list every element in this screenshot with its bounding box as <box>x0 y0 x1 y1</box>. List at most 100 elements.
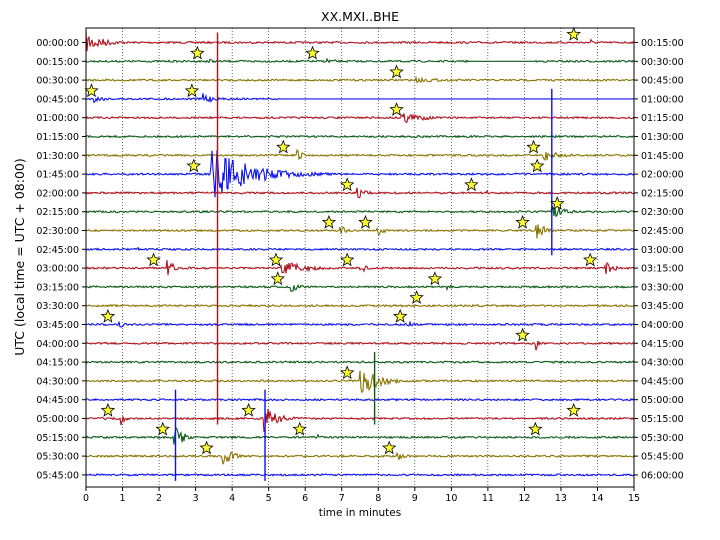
right-time-label: 02:00:00 <box>641 170 684 181</box>
plot-frame <box>85 27 635 488</box>
right-time-label: 03:00:00 <box>641 245 684 256</box>
event-star-marker <box>305 45 320 60</box>
trace-row <box>85 113 635 123</box>
trace-row <box>85 260 635 276</box>
right-time-label: 04:15:00 <box>641 339 684 350</box>
trace-row <box>85 31 635 52</box>
left-time-label: 03:15:00 <box>36 282 79 293</box>
event-star-marker <box>381 440 397 455</box>
trace-row <box>85 451 635 465</box>
right-time-label: 04:00:00 <box>641 320 684 331</box>
event-star-marker <box>84 83 99 98</box>
event-star-marker <box>528 421 543 436</box>
event-star-marker <box>292 421 307 436</box>
right-time-label: 01:00:00 <box>641 94 684 105</box>
trace-row <box>85 57 635 64</box>
trace-row <box>85 187 635 199</box>
event-star-marker <box>146 252 161 267</box>
trace-row <box>85 303 634 308</box>
left-time-label: 00:00:00 <box>36 38 79 49</box>
x-axis-label: time in minutes <box>319 507 401 519</box>
x-tick-label: 5 <box>266 493 272 504</box>
x-tick-label: 6 <box>302 493 308 504</box>
x-tick-label: 7 <box>339 493 345 504</box>
right-time-label: 05:00:00 <box>641 395 684 406</box>
event-star-marker <box>100 308 116 323</box>
event-star-marker <box>241 402 256 417</box>
event-star-marker <box>427 271 443 286</box>
event-star-marker <box>358 214 373 229</box>
x-tick-label: 1 <box>120 493 126 504</box>
event-star-marker <box>566 402 581 417</box>
right-time-label: 04:30:00 <box>641 358 684 369</box>
left-time-label: 03:30:00 <box>36 301 79 312</box>
x-tick-label: 10 <box>445 493 457 504</box>
x-tick-label: 9 <box>412 493 418 504</box>
x-axis-ticks: 0 1 2 3 4 5 6 7 8 9 10 11 12 13 14 15 <box>83 487 640 504</box>
right-time-label: 00:45:00 <box>641 76 684 87</box>
left-time-labels: 00:00:00 00:15:00 00:30:00 00:45:00 01:00:00… <box>36 38 86 481</box>
left-time-label: 04:30:00 <box>36 376 79 387</box>
left-time-label: 00:15:00 <box>36 57 79 68</box>
right-time-label: 03:30:00 <box>641 282 684 293</box>
left-time-label: 05:00:00 <box>36 414 79 425</box>
trace-row <box>85 75 635 84</box>
left-time-label: 04:00:00 <box>36 339 79 350</box>
trace-row <box>85 473 635 477</box>
event-star-marker <box>392 308 408 323</box>
right-time-label: 03:45:00 <box>641 301 684 312</box>
event-star-marker <box>566 26 581 41</box>
right-time-label: 02:30:00 <box>641 207 684 218</box>
event-star-marker <box>389 64 404 79</box>
left-time-label: 00:30:00 <box>36 76 79 87</box>
right-time-labels: 00:15:00 00:30:00 00:45:00 01:00:00 01:15:00… <box>634 38 684 481</box>
right-time-label: 06:00:00 <box>641 470 684 481</box>
trace-row <box>85 149 635 161</box>
spikes <box>174 32 553 481</box>
right-time-label: 01:45:00 <box>641 151 684 162</box>
right-time-label: 01:30:00 <box>641 132 684 143</box>
trace-row <box>85 408 635 433</box>
right-time-label: 05:30:00 <box>641 433 684 444</box>
trace-row <box>85 283 635 292</box>
event-star-marker <box>582 252 598 267</box>
x-tick-label: 2 <box>156 493 162 504</box>
event-star-marker <box>270 271 286 286</box>
event-star-marker <box>464 177 479 192</box>
event-star-marker <box>321 214 337 229</box>
right-time-label: 02:45:00 <box>641 226 684 237</box>
left-time-label: 05:30:00 <box>36 452 79 463</box>
trace-row <box>86 340 635 351</box>
trace-row <box>85 93 634 104</box>
right-time-label: 02:15:00 <box>641 188 684 199</box>
event-star-marker <box>186 158 202 173</box>
right-time-label: 05:45:00 <box>641 452 684 463</box>
left-time-label: 02:00:00 <box>36 188 79 199</box>
left-time-label: 03:45:00 <box>36 320 79 331</box>
event-star-marker <box>339 365 355 380</box>
left-time-label: 05:45:00 <box>36 470 79 481</box>
left-time-label: 03:00:00 <box>36 264 79 275</box>
trace-row <box>85 397 635 402</box>
traces <box>85 31 635 477</box>
event-star-marker <box>190 45 205 60</box>
left-time-label: 04:15:00 <box>36 358 79 369</box>
x-tick-label: 8 <box>375 493 381 504</box>
right-time-label: 00:30:00 <box>641 57 684 68</box>
trace-row <box>85 426 635 445</box>
left-time-label: 02:45:00 <box>36 245 79 256</box>
chart-title: XX.MXI..BHE <box>321 9 399 24</box>
event-star-marker <box>276 139 291 154</box>
trace-row <box>85 246 635 252</box>
trace-row <box>85 134 635 139</box>
x-tick-label: 11 <box>482 493 494 504</box>
x-tick-label: 0 <box>83 493 89 504</box>
event-star-marker <box>526 139 541 154</box>
left-time-label: 01:00:00 <box>36 113 79 124</box>
x-tick-label: 15 <box>628 493 640 504</box>
left-time-label: 02:15:00 <box>36 207 79 218</box>
event-star-marker <box>268 252 284 267</box>
event-star-marker <box>550 196 565 210</box>
trace-row <box>85 150 635 198</box>
